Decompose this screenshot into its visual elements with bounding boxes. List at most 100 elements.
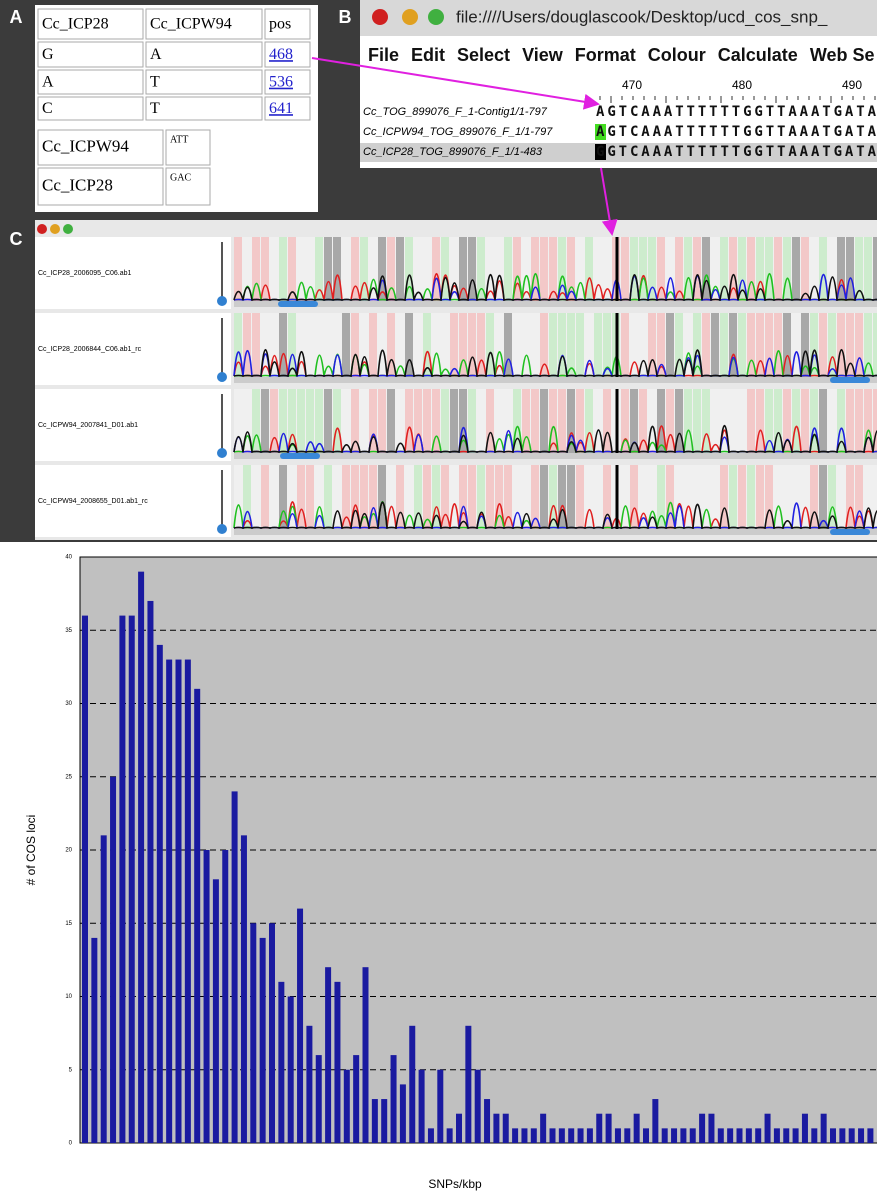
menu-item[interactable]: View — [522, 45, 564, 65]
scroll-thumb — [830, 529, 870, 535]
bar — [157, 645, 163, 1143]
scrollbar — [234, 377, 877, 383]
bar — [811, 1128, 817, 1143]
base-band — [855, 389, 863, 453]
page: {"panel_a": {"label": "A", "table": {"he… — [0, 0, 877, 1195]
x-axis-label: SNPs/kbp — [428, 1177, 482, 1191]
panel-label: A — [10, 7, 23, 27]
base-band — [297, 389, 305, 453]
base-band — [378, 389, 386, 453]
base-band — [702, 313, 710, 377]
bar — [232, 791, 238, 1143]
table-text: Cc_ICP28 — [42, 16, 109, 33]
bar — [456, 1114, 462, 1143]
table-cell — [38, 42, 143, 67]
bar — [727, 1128, 733, 1143]
bar — [278, 982, 284, 1143]
scrollbar — [234, 453, 877, 459]
bar — [624, 1128, 630, 1143]
base-band — [828, 389, 836, 453]
base-band — [783, 465, 791, 529]
base-band — [423, 389, 431, 453]
base-band — [441, 389, 449, 453]
bar — [867, 1128, 873, 1143]
base-band — [531, 313, 539, 377]
menu-item[interactable]: Edit — [411, 45, 445, 65]
base-band — [567, 465, 575, 529]
trace-name: Cc_ICPW94_2007841_D01.ab1 — [38, 422, 138, 429]
base-band — [729, 465, 737, 529]
base-band — [477, 389, 485, 453]
position-link[interactable]: 468 — [269, 46, 293, 63]
base-band — [801, 237, 809, 301]
base-band — [414, 313, 422, 377]
menu-item[interactable]: Calculate — [718, 45, 798, 65]
bar — [119, 616, 125, 1143]
y-tick-label: 40 — [65, 555, 72, 561]
bar — [381, 1099, 387, 1143]
bar — [447, 1128, 453, 1143]
position-link[interactable]: 536 — [269, 74, 293, 91]
bar — [690, 1128, 696, 1143]
y-tick-label: 0 — [69, 1141, 73, 1147]
menu-item[interactable]: Format — [575, 45, 636, 65]
trace-slider-knob — [217, 372, 227, 382]
bar — [493, 1114, 499, 1143]
y-tick-label: 20 — [65, 848, 72, 854]
table-cell — [146, 42, 262, 67]
table-text: Cc_ICPW94 — [150, 16, 232, 33]
y-tick-label: 10 — [65, 994, 72, 1000]
base-band — [324, 465, 332, 529]
menu-item[interactable]: Web Se — [810, 45, 875, 65]
bar — [578, 1128, 584, 1143]
base-band — [369, 313, 377, 377]
trace-name: Cc_ICPW94_2008655_D01.ab1_rc — [38, 498, 148, 505]
base-band — [414, 237, 422, 301]
base-band — [711, 313, 719, 377]
bar — [269, 923, 275, 1143]
bar — [465, 1026, 471, 1143]
window-button — [37, 224, 47, 234]
menu-item[interactable]: Select — [457, 45, 510, 65]
base-band — [306, 313, 314, 377]
bar — [746, 1128, 752, 1143]
base-band — [450, 389, 458, 453]
sequence-name: Cc_TOG_899076_F_1-Contig1/1-797 — [363, 106, 548, 118]
bar — [297, 909, 303, 1143]
haplotype-text: Cc_ICPW94 — [42, 136, 129, 155]
bar — [129, 616, 135, 1143]
bar — [830, 1128, 836, 1143]
position-link[interactable]: 641 — [269, 100, 293, 117]
bar — [241, 835, 247, 1143]
table-text: A — [42, 74, 54, 91]
bar — [363, 967, 369, 1143]
bar — [531, 1128, 537, 1143]
bar — [344, 1070, 350, 1143]
y-tick-label: 5 — [69, 1067, 73, 1073]
y-tick-label: 15 — [65, 921, 72, 927]
trace-slider-knob — [217, 296, 227, 306]
bar — [147, 601, 153, 1143]
bar — [138, 572, 144, 1143]
base-band — [792, 237, 800, 301]
base-band — [756, 465, 764, 529]
bar — [213, 879, 219, 1143]
bar — [503, 1114, 509, 1143]
scrollbar — [234, 529, 877, 535]
menu-item[interactable]: File — [368, 45, 399, 65]
window-button — [63, 224, 73, 234]
base-band — [693, 389, 701, 453]
base-band — [819, 389, 827, 453]
menu-item[interactable]: Colour — [648, 45, 706, 65]
window-title: file:////Users/douglascook/Desktop/ucd_c… — [456, 7, 828, 26]
base-band — [342, 237, 350, 301]
bar — [615, 1128, 621, 1143]
bar — [587, 1128, 593, 1143]
base-band — [252, 465, 260, 529]
base-band — [540, 389, 548, 453]
bar — [260, 938, 266, 1143]
panel-label: B — [339, 7, 352, 27]
trace-slider-knob — [217, 448, 227, 458]
bar — [166, 660, 172, 1143]
base-band — [342, 389, 350, 453]
